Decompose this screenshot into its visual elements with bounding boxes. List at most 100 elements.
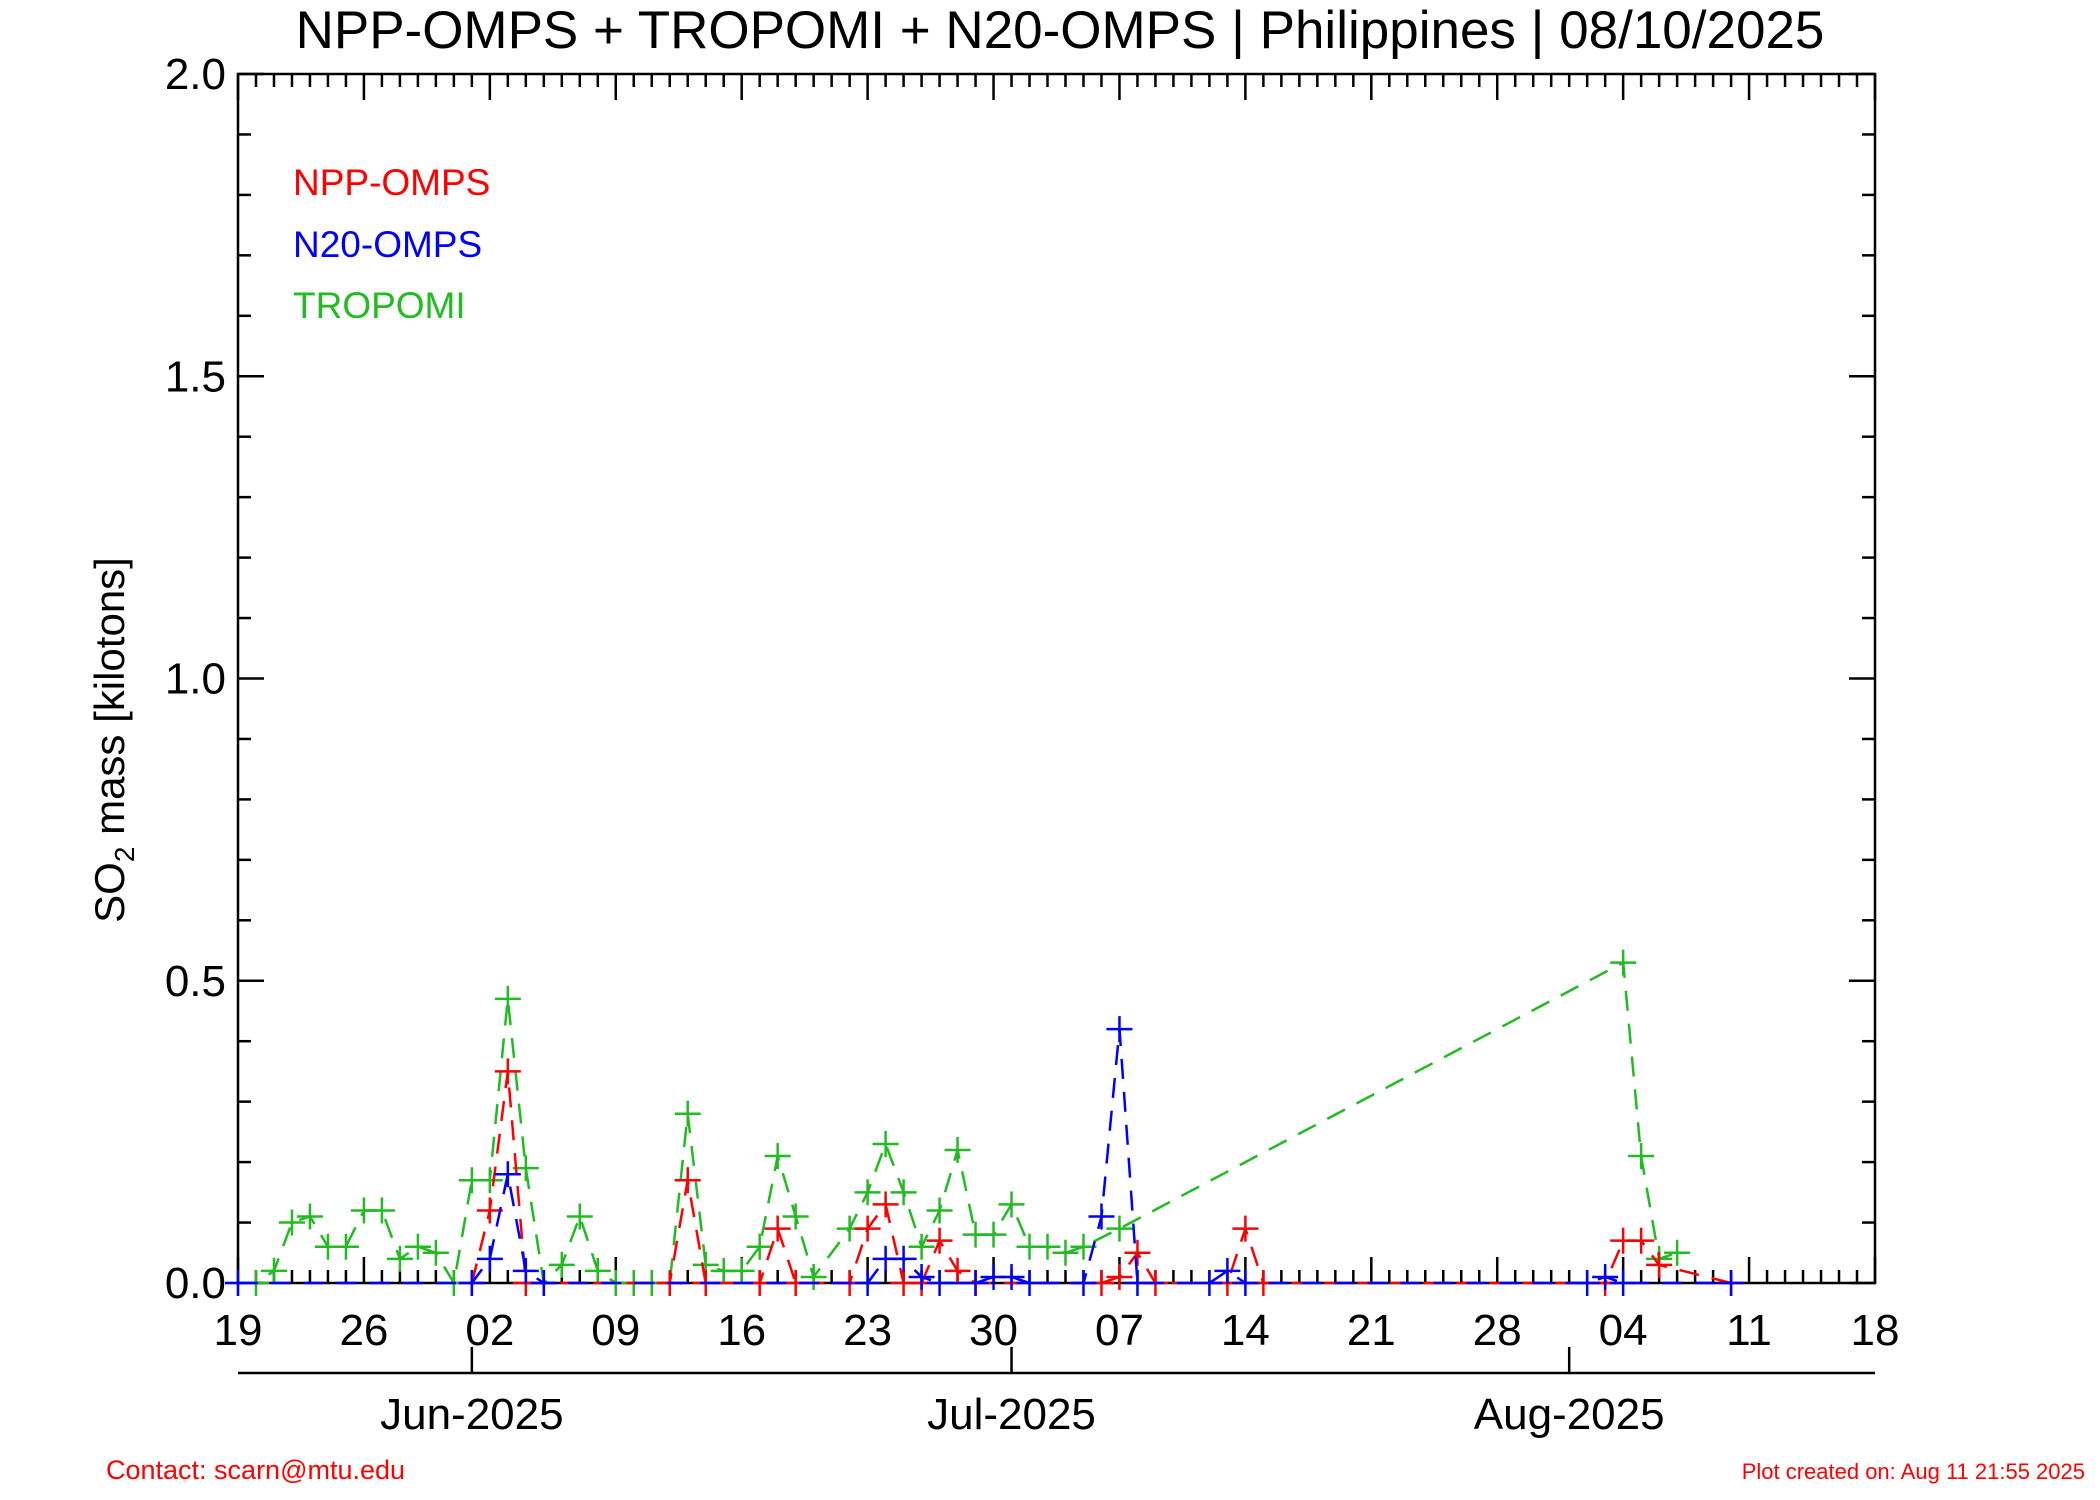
legend-entry-npp-omps: NPP-OMPS	[293, 162, 490, 203]
point-n20-omps	[1106, 1016, 1133, 1043]
series-tropomi	[225, 949, 1691, 1296]
point-n20-omps	[998, 1263, 1025, 1290]
point-npp-omps	[764, 1215, 791, 1242]
x-tick-label: 30	[969, 1306, 1018, 1355]
point-tropomi	[854, 1179, 881, 1206]
point-npp-omps	[872, 1191, 899, 1218]
point-n20-omps	[962, 1270, 989, 1296]
point-n20-omps	[494, 1161, 521, 1188]
x-tick-label: 19	[214, 1306, 263, 1355]
x-tick-label: 14	[1221, 1306, 1270, 1355]
point-npp-omps	[1646, 1251, 1673, 1278]
x-tick-label: 02	[465, 1306, 514, 1355]
legend-entry-tropomi: TROPOMI	[293, 285, 466, 326]
x-tick-label: 26	[339, 1306, 388, 1355]
x-tick-label: 23	[843, 1306, 892, 1355]
point-n20-omps	[854, 1270, 881, 1296]
point-n20-omps	[1592, 1263, 1619, 1290]
point-tropomi	[890, 1179, 917, 1206]
point-tropomi	[926, 1197, 953, 1224]
point-n20-omps	[1124, 1270, 1151, 1296]
point-n20-omps	[908, 1263, 935, 1290]
point-tropomi	[584, 1257, 611, 1284]
point-npp-omps	[1124, 1239, 1151, 1266]
month-label: Jun-2025	[380, 1390, 563, 1439]
point-npp-omps	[674, 1167, 701, 1194]
point-tropomi	[1628, 1143, 1655, 1170]
y-tick-label: 0.0	[165, 1259, 226, 1308]
point-n20-omps	[1718, 1270, 1745, 1296]
y-axis-label: SO2 mass [kilotons]	[86, 557, 140, 923]
point-npp-omps	[476, 1197, 503, 1224]
point-npp-omps	[494, 1058, 521, 1085]
point-tropomi	[674, 1100, 701, 1127]
x-tick-label: 16	[717, 1306, 766, 1355]
point-tropomi	[1106, 1215, 1133, 1242]
point-tropomi	[332, 1233, 359, 1260]
series-layer	[225, 949, 1745, 1296]
plot-frame	[236, 72, 1877, 1285]
point-n20-omps	[926, 1270, 953, 1296]
point-tropomi	[296, 1203, 323, 1230]
point-tropomi	[746, 1233, 773, 1260]
point-npp-omps	[944, 1257, 971, 1284]
plot-border	[236, 72, 1877, 1285]
created-text: Plot created on: Aug 11 21:55 2025	[1742, 1459, 2085, 1484]
point-tropomi	[278, 1209, 305, 1236]
point-tropomi	[800, 1263, 827, 1290]
point-tropomi	[422, 1239, 449, 1266]
point-tropomi	[386, 1245, 413, 1272]
y-tick-label: 1.5	[165, 352, 226, 401]
point-tropomi	[1052, 1239, 1079, 1266]
x-tick-label: 09	[591, 1306, 640, 1355]
x-tick-label: 28	[1473, 1306, 1522, 1355]
y-tick-label: 1.0	[165, 655, 226, 704]
x-tick-label: 04	[1599, 1306, 1648, 1355]
point-tropomi	[908, 1233, 935, 1260]
point-tropomi	[1610, 949, 1637, 976]
point-npp-omps	[926, 1227, 953, 1254]
point-tropomi	[980, 1221, 1007, 1248]
series-line-npp-omps	[470, 1071, 1732, 1285]
point-tropomi	[260, 1257, 287, 1284]
point-tropomi	[782, 1203, 809, 1230]
point-n20-omps	[1574, 1270, 1601, 1296]
point-tropomi	[998, 1191, 1025, 1218]
x-tick-label: 11	[1726, 1306, 1772, 1355]
point-npp-omps	[1232, 1215, 1259, 1242]
x-tick-label: 18	[1851, 1306, 1900, 1355]
point-n20-omps	[225, 1270, 251, 1296]
point-n20-omps	[512, 1257, 539, 1284]
y-tick-label: 2.0	[165, 50, 226, 99]
point-tropomi	[404, 1233, 431, 1260]
point-n20-omps	[890, 1245, 917, 1272]
point-n20-omps	[458, 1270, 485, 1296]
point-tropomi	[1664, 1239, 1691, 1266]
point-n20-omps	[530, 1270, 557, 1296]
y-tick-label: 0.5	[165, 957, 226, 1006]
point-tropomi	[476, 1167, 503, 1194]
x-tick-label: 21	[1347, 1306, 1396, 1355]
point-n20-omps	[1232, 1270, 1259, 1296]
legend: NPP-OMPS N20-OMPS TROPOMI	[293, 162, 490, 326]
x-axis: 19 26 02 09 16 23 30 07 14 21 28 04 11 18	[214, 74, 1900, 1355]
point-n20-omps	[1016, 1270, 1043, 1296]
month-label: Aug-2025	[1474, 1390, 1665, 1439]
point-tropomi	[872, 1130, 899, 1157]
point-n20-omps	[1196, 1270, 1223, 1296]
point-npp-omps	[854, 1215, 881, 1242]
point-n20-omps	[1214, 1257, 1241, 1284]
contact-text: Contact: scarn@mtu.edu	[106, 1455, 405, 1485]
point-tropomi	[764, 1143, 791, 1170]
point-tropomi	[494, 985, 521, 1012]
point-n20-omps	[476, 1245, 503, 1272]
point-npp-omps	[1106, 1263, 1133, 1290]
point-tropomi	[1034, 1233, 1061, 1260]
point-tropomi	[566, 1203, 593, 1230]
month-label: Jul-2025	[927, 1390, 1096, 1439]
month-axis: Jun-2025 Jul-2025 Aug-2025	[238, 1347, 1875, 1439]
point-npp-omps	[1628, 1227, 1655, 1254]
legend-entry-n20-omps: N20-OMPS	[293, 224, 482, 265]
series-npp-omps	[458, 1058, 1745, 1296]
